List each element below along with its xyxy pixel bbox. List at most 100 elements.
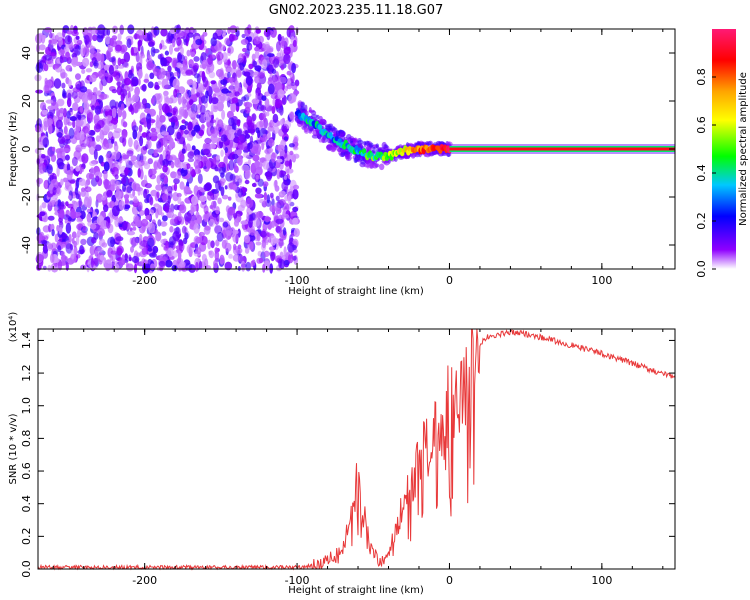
noise-blob bbox=[126, 86, 134, 92]
noise-blob bbox=[127, 230, 136, 236]
noise-blob bbox=[147, 158, 153, 165]
x-tick-label: -200 bbox=[132, 574, 157, 587]
noise-blob bbox=[172, 250, 178, 258]
noise-blob bbox=[147, 237, 155, 248]
noise-blob bbox=[71, 156, 78, 167]
noise-blob bbox=[215, 69, 224, 78]
noise-blob bbox=[49, 51, 57, 57]
noise-blob bbox=[155, 208, 159, 219]
noise-blob bbox=[240, 220, 249, 225]
noise-blob bbox=[161, 193, 169, 202]
y-tick-label: 0.8 bbox=[20, 430, 33, 448]
noise-blob bbox=[109, 255, 114, 261]
noise-blob bbox=[232, 233, 239, 243]
noise-blob bbox=[233, 243, 237, 251]
noise-blob bbox=[263, 197, 268, 208]
noise-blob bbox=[259, 120, 264, 128]
noise-blob bbox=[71, 52, 77, 59]
noise-blob bbox=[192, 80, 197, 90]
noise-blob bbox=[151, 63, 157, 72]
noise-blob bbox=[98, 94, 104, 101]
colorbar-label: Normalized spectral amplitude bbox=[738, 72, 749, 226]
noise-blob bbox=[139, 250, 148, 258]
noise-blob bbox=[138, 124, 143, 133]
noise-blob bbox=[268, 122, 272, 127]
noise-blob bbox=[290, 81, 296, 87]
noise-blob bbox=[191, 129, 196, 137]
noise-blob bbox=[279, 118, 284, 126]
noise-blob bbox=[115, 236, 124, 242]
noise-blob bbox=[233, 165, 239, 173]
noise-blob bbox=[214, 249, 220, 261]
track-halo bbox=[368, 163, 375, 169]
noise-blob bbox=[281, 181, 289, 191]
noise-blob bbox=[129, 193, 134, 199]
noise-blob bbox=[71, 56, 78, 68]
noise-blob bbox=[292, 217, 299, 225]
noise-blob bbox=[256, 82, 262, 91]
noise-blob bbox=[254, 65, 262, 72]
noise-blob bbox=[253, 36, 261, 45]
noise-blob bbox=[130, 246, 134, 253]
noise-blob bbox=[202, 31, 208, 37]
noise-blob bbox=[252, 218, 260, 227]
noise-blob bbox=[67, 217, 72, 222]
noise-blob bbox=[133, 108, 139, 114]
noise-blob bbox=[263, 250, 270, 257]
noise-blob bbox=[196, 114, 201, 119]
noise-blob bbox=[229, 84, 234, 92]
noise-blob bbox=[65, 64, 73, 72]
noise-blob bbox=[65, 133, 70, 140]
noise-blob bbox=[146, 60, 154, 71]
noise-blob bbox=[67, 195, 72, 200]
noise-blob bbox=[267, 83, 275, 95]
noise-blob bbox=[169, 137, 174, 149]
noise-blob bbox=[259, 199, 266, 204]
noise-blob bbox=[103, 161, 110, 172]
noise-blob bbox=[60, 49, 65, 55]
noise-blob bbox=[208, 71, 216, 79]
noise-blob bbox=[265, 216, 272, 222]
noise-blob bbox=[162, 136, 168, 148]
noise-blob bbox=[178, 106, 185, 117]
noise-blob bbox=[56, 108, 61, 117]
noise-blob bbox=[208, 218, 216, 228]
noise-blob bbox=[294, 79, 300, 87]
noise-blob bbox=[256, 233, 261, 242]
noise-blob bbox=[144, 207, 150, 217]
track-point bbox=[317, 124, 323, 130]
noise-blob bbox=[246, 212, 250, 222]
noise-blob bbox=[248, 241, 254, 251]
noise-blob bbox=[187, 121, 193, 131]
noise-blob bbox=[162, 150, 167, 161]
noise-blob bbox=[75, 35, 80, 40]
track-halo bbox=[372, 146, 376, 154]
noise-blob bbox=[248, 217, 253, 229]
noise-blob bbox=[281, 213, 290, 219]
noise-blob bbox=[97, 227, 105, 237]
noise-blob bbox=[147, 81, 154, 89]
noise-blob bbox=[172, 78, 180, 89]
noise-blob bbox=[261, 142, 265, 150]
noise-blob bbox=[71, 91, 78, 99]
noise-blob bbox=[224, 261, 233, 271]
noise-blob bbox=[195, 38, 203, 46]
y-tick-label: 0.0 bbox=[20, 560, 33, 578]
noise-blob bbox=[55, 32, 64, 41]
noise-blob bbox=[244, 83, 248, 90]
noise-blob bbox=[235, 83, 241, 88]
noise-blob bbox=[76, 217, 82, 223]
noise-blob bbox=[83, 136, 89, 147]
noise-blob bbox=[132, 198, 139, 203]
noise-blob bbox=[165, 150, 171, 161]
noise-blob bbox=[55, 119, 63, 130]
noise-blob bbox=[183, 129, 189, 135]
noise-blob bbox=[148, 41, 155, 47]
noise-blob bbox=[240, 39, 249, 45]
noise-blob bbox=[188, 59, 194, 68]
noise-blob bbox=[237, 53, 245, 63]
noise-blob bbox=[35, 62, 44, 73]
snr-x-label: Height of straight line (km) bbox=[288, 585, 424, 596]
noise-blob bbox=[286, 189, 294, 196]
noise-blob bbox=[130, 155, 138, 162]
